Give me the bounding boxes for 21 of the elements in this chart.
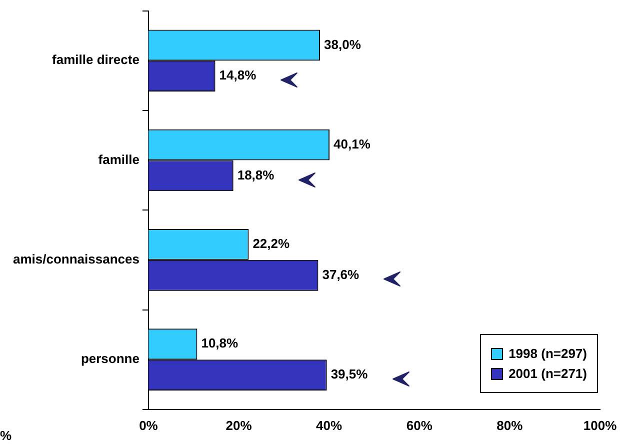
y-tick-label: famille directe [52,52,140,68]
x-tick-label: 60% [406,418,433,433]
data-label: 18,8% [237,167,275,182]
y-tick-label: famille [98,152,140,167]
y-tick-label: personne [80,351,140,366]
data-label: 40,1% [334,136,371,152]
data-label: 10,8% [201,336,239,351]
x-tick-label: 0% [139,418,158,433]
x-tick-label: 100% [583,418,618,433]
legend-label: 2001 (n=271) [508,366,587,382]
legend-label: 1998 (n=297) [508,346,587,362]
y-tick-label: amis/connaissances [12,252,140,267]
data-label: 14,8% [219,68,257,83]
x-tick-label: 40% [316,418,343,433]
data-label: 22,2% [252,236,290,252]
x-tick-label: 80% [496,418,524,433]
text: % [0,428,12,443]
data-label: 39,5% [330,366,368,382]
data-label: 37,6% [322,266,360,282]
data-label: 38,0% [324,36,362,52]
x-tick-label: 20% [226,418,252,433]
